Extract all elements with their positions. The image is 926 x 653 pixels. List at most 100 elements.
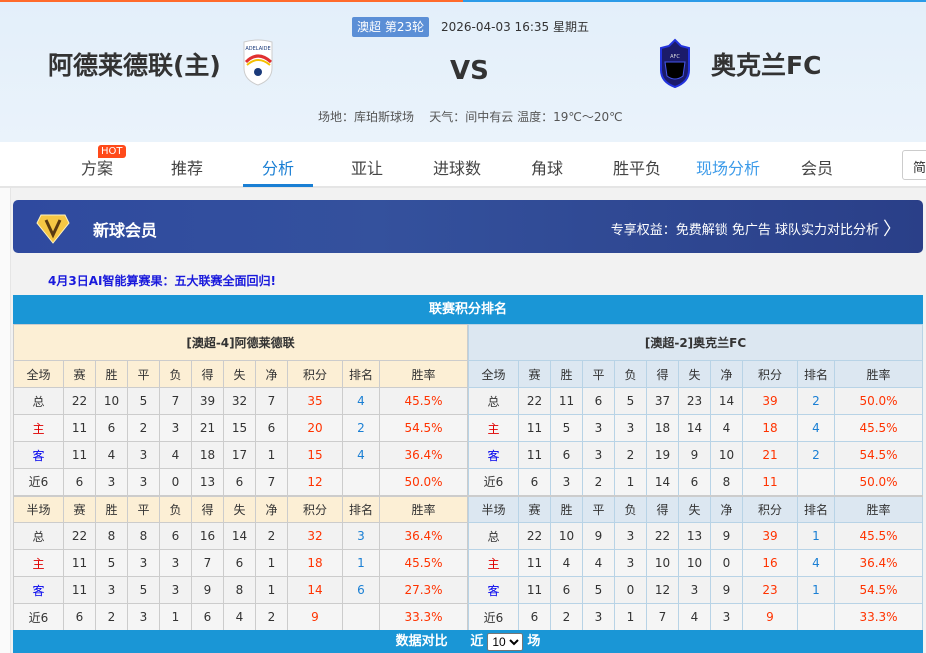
stat-cell: 22 <box>518 387 551 415</box>
tab-analysis[interactable]: 分析 <box>262 159 295 178</box>
table-row: 客 11 3 5 3 9 8 1 14 6 27.3% <box>13 576 468 604</box>
row-label[interactable]: 客 <box>13 441 64 469</box>
stat-cell: 6 <box>518 468 551 496</box>
stat-cell: 6 <box>678 468 711 496</box>
row-label: 总 <box>13 387 64 415</box>
table-row: 主 11 4 4 3 10 10 0 16 4 36.4% <box>468 549 924 577</box>
stat-cell: 3 <box>159 549 192 577</box>
column-header: 失 <box>223 494 256 523</box>
weather: 天气：间中有云 温度：19℃～20℃ <box>429 110 623 124</box>
stat-cell: 5 <box>614 387 647 415</box>
column-header: 胜率 <box>379 360 468 388</box>
table-row: 总 22 8 8 6 16 14 2 32 3 36.4% <box>13 522 468 550</box>
win-rate-cell: 54.5% <box>833 441 924 469</box>
round-badge[interactable]: 澳超 第23轮 <box>352 17 430 37</box>
stat-cell: 0 <box>159 468 192 496</box>
points-cell: 39 <box>742 387 798 415</box>
column-header: 净 <box>255 360 288 388</box>
stat-cell: 22 <box>646 522 679 550</box>
row-label: 主 <box>468 549 519 577</box>
stat-cell: 11 <box>63 414 96 442</box>
stat-cell: 18 <box>646 414 679 442</box>
column-header: 失 <box>678 494 711 523</box>
rank-cell: 1 <box>342 549 380 577</box>
tab-membership[interactable]: 会员 <box>801 159 834 178</box>
stat-cell: 1 <box>614 468 647 496</box>
table-row: 近6 6 3 3 0 13 6 7 12 50.0% <box>13 468 468 496</box>
stat-cell: 6 <box>63 603 96 631</box>
points-cell: 39 <box>742 522 798 550</box>
column-header: 积分 <box>287 360 343 388</box>
win-rate-cell: 45.5% <box>833 522 924 550</box>
ai-prediction-link[interactable]: 4月3日AI智能算赛果：五大联赛全面回归! <box>48 274 276 288</box>
row-label: 近6 <box>13 603 64 631</box>
tab-live-analysis[interactable]: 现场分析 <box>696 159 761 178</box>
stat-cell: 2 <box>255 603 288 631</box>
left-side-strip <box>0 188 11 653</box>
stat-cell: 3 <box>710 603 743 631</box>
row-label: 主 <box>13 549 64 577</box>
stat-cell: 14 <box>223 522 256 550</box>
points-cell: 35 <box>287 387 343 415</box>
home-team-logo[interactable]: ADELAIDE <box>238 38 278 86</box>
row-label: 主 <box>13 414 64 442</box>
stat-cell: 13 <box>678 522 711 550</box>
stat-cell: 3 <box>678 576 711 604</box>
row-label: 总 <box>468 387 519 415</box>
recent-matches-select[interactable]: 10 <box>487 632 524 651</box>
tab-asian-handicap[interactable]: 亚让 <box>351 159 384 178</box>
away-team-name[interactable]: 奥克兰FC <box>711 51 822 80</box>
points-cell: 9 <box>742 603 798 631</box>
home-team-name[interactable]: 阿德莱德联(主) <box>48 51 221 80</box>
column-header: 负 <box>159 494 192 523</box>
column-header: 平 <box>127 360 160 388</box>
rank-cell <box>797 603 835 631</box>
stat-cell: 2 <box>95 603 128 631</box>
win-rate-cell: 50.0% <box>833 387 924 415</box>
tab-recommend[interactable]: 推荐 <box>171 159 204 178</box>
stat-cell: 11 <box>518 414 551 442</box>
row-label[interactable]: 客 <box>468 576 519 604</box>
rank-cell: 4 <box>797 549 835 577</box>
svg-text:ADELAIDE: ADELAIDE <box>245 46 270 52</box>
stat-cell: 5 <box>95 549 128 577</box>
stat-cell: 1 <box>159 603 192 631</box>
data-compare-title: 数据对比 <box>395 634 448 649</box>
away-standings-table: [澳超-2]奥克兰FC 全场赛胜平负得失净积分 排名 胜率总 22 11 6 5 37 23 14 3… <box>467 324 924 631</box>
column-header: 得 <box>646 494 679 523</box>
stat-cell: 37 <box>646 387 679 415</box>
stat-cell: 6 <box>191 603 224 631</box>
away-team-logo[interactable]: AFC <box>655 38 695 88</box>
rank-cell: 1 <box>797 522 835 550</box>
tab-goals[interactable]: 进球数 <box>433 159 482 178</box>
standings-title: 联赛积分排名 <box>13 295 923 324</box>
tab-corners[interactable]: 角球 <box>531 159 564 178</box>
stat-cell: 10 <box>95 387 128 415</box>
tab-plans[interactable]: 方案 <box>81 159 114 178</box>
stat-cell: 3 <box>127 468 160 496</box>
hot-badge: HOT <box>98 145 126 158</box>
stat-cell: 6 <box>255 414 288 442</box>
stat-cell: 11 <box>63 549 96 577</box>
tab-1x2[interactable]: 胜平负 <box>613 159 662 178</box>
win-rate-cell: 45.5% <box>833 414 924 442</box>
stat-cell: 18 <box>191 441 224 469</box>
stat-cell: 22 <box>518 522 551 550</box>
rank-cell <box>342 468 380 496</box>
win-rate-cell: 36.4% <box>379 441 468 469</box>
stat-cell: 5 <box>582 576 615 604</box>
diamond-vip-icon <box>36 214 70 244</box>
rank-cell: 4 <box>342 441 380 469</box>
membership-banner[interactable]: 新球会员 专享权益：免费解锁 免广告 球队实力对比分析 〉 <box>13 200 923 253</box>
row-label[interactable]: 客 <box>468 441 519 469</box>
active-tab-indicator <box>243 184 313 187</box>
stat-cell: 22 <box>63 387 96 415</box>
language-toggle[interactable]: 简 <box>902 150 926 180</box>
column-header: 失 <box>678 360 711 388</box>
stat-cell: 4 <box>95 441 128 469</box>
win-rate-cell: 33.3% <box>833 603 924 631</box>
win-rate-cell: 54.5% <box>379 414 468 442</box>
stat-cell: 1 <box>255 549 288 577</box>
row-label[interactable]: 客 <box>13 576 64 604</box>
stat-cell: 12 <box>646 576 679 604</box>
